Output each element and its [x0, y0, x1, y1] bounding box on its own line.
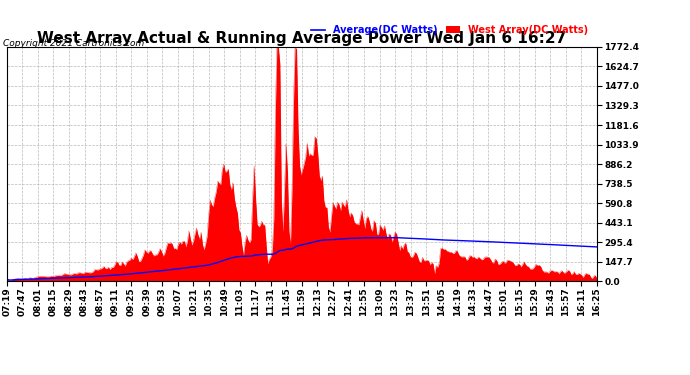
Legend: Average(DC Watts), West Array(DC Watts): Average(DC Watts), West Array(DC Watts) — [307, 21, 592, 39]
Text: Copyright 2021 Cartronics.com: Copyright 2021 Cartronics.com — [3, 39, 145, 48]
Title: West Array Actual & Running Average Power Wed Jan 6 16:27: West Array Actual & Running Average Powe… — [37, 31, 566, 46]
